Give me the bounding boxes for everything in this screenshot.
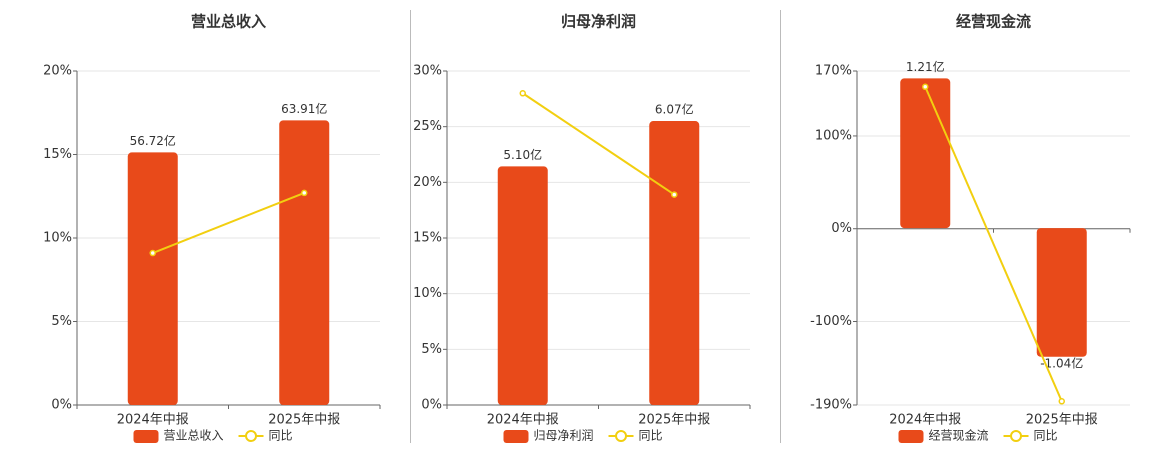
line-point	[149, 249, 156, 257]
value-label: 5.10亿	[503, 147, 542, 162]
y-tick-label: 0%	[831, 221, 852, 236]
y-tick-label: 0%	[51, 398, 72, 413]
y-tick-label: 5%	[51, 314, 72, 329]
y-tick-label: 10%	[43, 231, 72, 246]
bar	[900, 78, 951, 229]
y-tick-label: 15%	[413, 231, 442, 246]
line-point	[922, 83, 929, 91]
y-tick-label: 15%	[43, 147, 72, 162]
line	[152, 191, 305, 254]
legend-swatch	[503, 430, 529, 443]
legend-label: 同比	[639, 429, 663, 443]
legend-label: 同比	[269, 429, 293, 443]
y-tick-label: 30%	[413, 64, 442, 79]
value-label: -1.04亿	[1040, 355, 1083, 370]
bar	[649, 121, 700, 405]
legend-label: 同比	[1034, 429, 1058, 443]
x-tick-label: 2024年中报	[487, 413, 559, 428]
value-label: 6.07亿	[655, 102, 694, 117]
x-tick-label: 2025年中报	[638, 413, 710, 428]
bar	[497, 166, 548, 405]
legend-swatch	[245, 430, 258, 442]
legend-swatch	[615, 430, 628, 442]
y-tick-label: -190%	[810, 398, 852, 413]
y-tick-label: 170%	[815, 64, 852, 79]
x-tick-label: 2025年中报	[268, 413, 340, 428]
line	[924, 86, 1063, 402]
chart-title: 经营现金流	[956, 13, 1031, 31]
y-tick-label: 100%	[815, 128, 852, 143]
line-point	[519, 90, 526, 97]
y-tick-label: 20%	[43, 64, 72, 79]
legend-label: 经营现金流	[929, 428, 989, 443]
y-tick-label: 25%	[413, 119, 442, 134]
line-point	[301, 189, 308, 197]
x-tick-label: 2025年中报	[1026, 413, 1098, 428]
chart-title: 归母净利润	[561, 13, 636, 31]
bar	[1036, 228, 1087, 357]
legend-swatch	[1010, 430, 1023, 442]
legend-swatch	[898, 430, 924, 443]
y-tick-label: 0%	[421, 398, 442, 413]
value-label: 1.21亿	[906, 59, 945, 74]
x-tick-label: 2024年中报	[117, 413, 189, 428]
y-tick-label: 5%	[421, 342, 442, 357]
bar	[127, 152, 178, 405]
value-label: 63.91亿	[281, 101, 327, 116]
y-tick-label: -100%	[810, 314, 852, 329]
value-label: 56.72亿	[130, 133, 176, 148]
line	[522, 92, 675, 196]
y-tick-label: 20%	[413, 175, 442, 190]
bar	[279, 120, 330, 406]
x-tick-label: 2024年中报	[889, 413, 961, 428]
legend-swatch	[133, 430, 159, 443]
line-point	[671, 191, 678, 198]
legend-label: 归母净利润	[534, 429, 594, 443]
legend-label: 营业总收入	[164, 429, 224, 443]
chart-title: 营业总收入	[191, 13, 266, 31]
y-tick-label: 10%	[413, 286, 442, 301]
line-point	[1058, 398, 1065, 405]
